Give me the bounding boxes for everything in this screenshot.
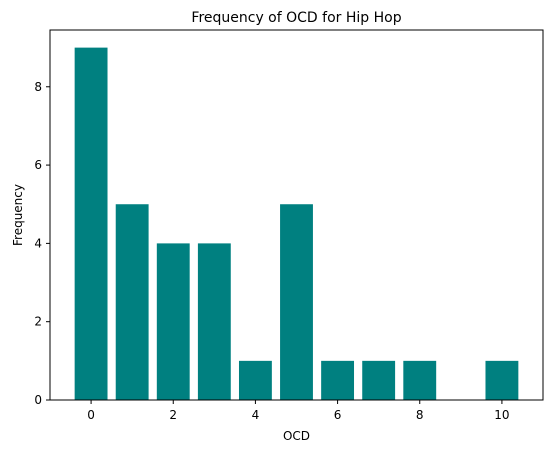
bar-ocd-8 [403, 360, 437, 400]
bar-ocd-7 [362, 360, 396, 400]
y-axis-ticks: 0 2 4 6 8 [34, 80, 50, 407]
x-axis-ticks: 0 2 4 6 8 10 [87, 400, 510, 422]
bar-ocd-0 [74, 47, 108, 400]
x-tick-label: 8 [416, 408, 424, 422]
x-tick-label: 4 [252, 408, 260, 422]
bar-ocd-4 [238, 360, 272, 400]
y-tick-label: 6 [34, 158, 42, 172]
x-tick-label: 2 [169, 408, 177, 422]
plot-frame [49, 29, 544, 401]
bar-ocd-10 [485, 360, 519, 400]
bars-group [74, 47, 519, 400]
x-tick-label: 6 [334, 408, 342, 422]
x-tick-label: 0 [87, 408, 95, 422]
y-tick-label: 0 [34, 393, 42, 407]
bar-ocd-1 [115, 204, 149, 400]
y-tick-label: 8 [34, 80, 42, 94]
y-tick-label: 4 [34, 236, 42, 250]
bar-ocd-6 [321, 360, 355, 400]
bar-ocd-2 [156, 243, 190, 400]
bar-ocd-5 [280, 204, 313, 400]
x-axis-label: OCD [283, 429, 310, 443]
x-tick-label: 10 [494, 408, 509, 422]
bar-ocd-3 [197, 243, 231, 400]
y-axis-label: Frequency [11, 184, 25, 246]
y-tick-label: 2 [34, 315, 42, 329]
chart-title: Frequency of OCD for Hip Hop [191, 10, 401, 26]
